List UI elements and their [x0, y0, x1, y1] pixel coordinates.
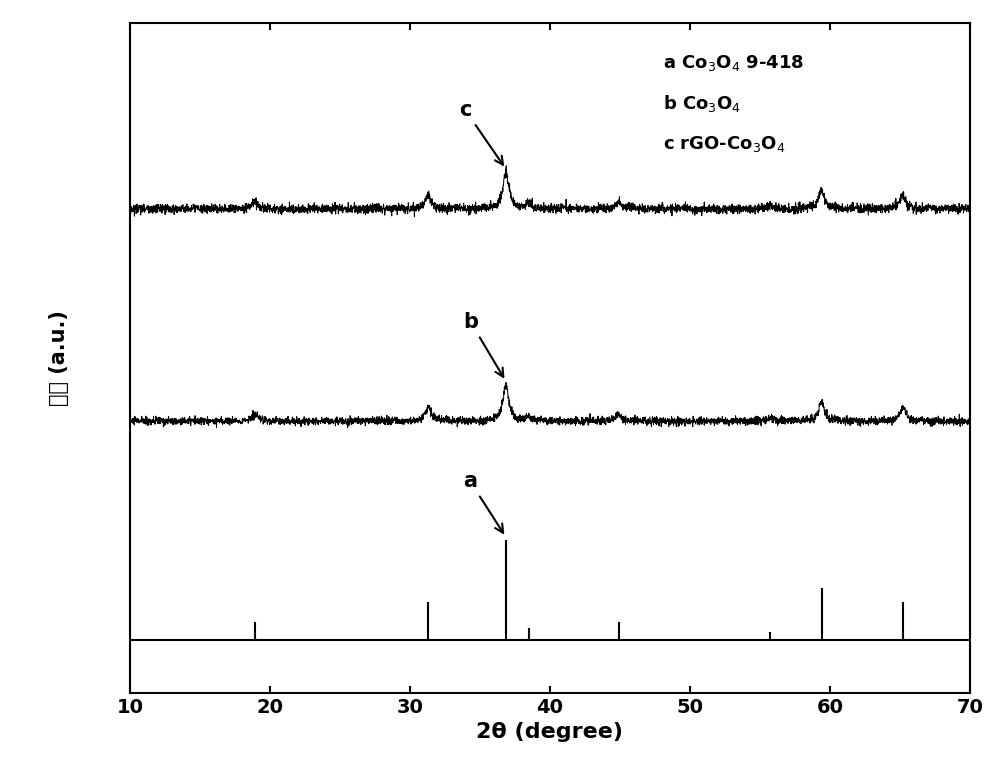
Text: c: c	[459, 100, 503, 165]
Text: b Co$_3$O$_4$: b Co$_3$O$_4$	[663, 93, 742, 115]
X-axis label: 2θ (degree): 2θ (degree)	[477, 722, 624, 742]
Text: a Co$_3$O$_4$ 9-418: a Co$_3$O$_4$ 9-418	[663, 53, 805, 73]
Text: 强度 (a.u.): 强度 (a.u.)	[49, 310, 69, 406]
Text: c $\mathbf{rGO}$-Co$_3$O$_4$: c $\mathbf{rGO}$-Co$_3$O$_4$	[663, 134, 786, 154]
Text: a: a	[463, 471, 503, 533]
Text: b: b	[463, 312, 503, 377]
